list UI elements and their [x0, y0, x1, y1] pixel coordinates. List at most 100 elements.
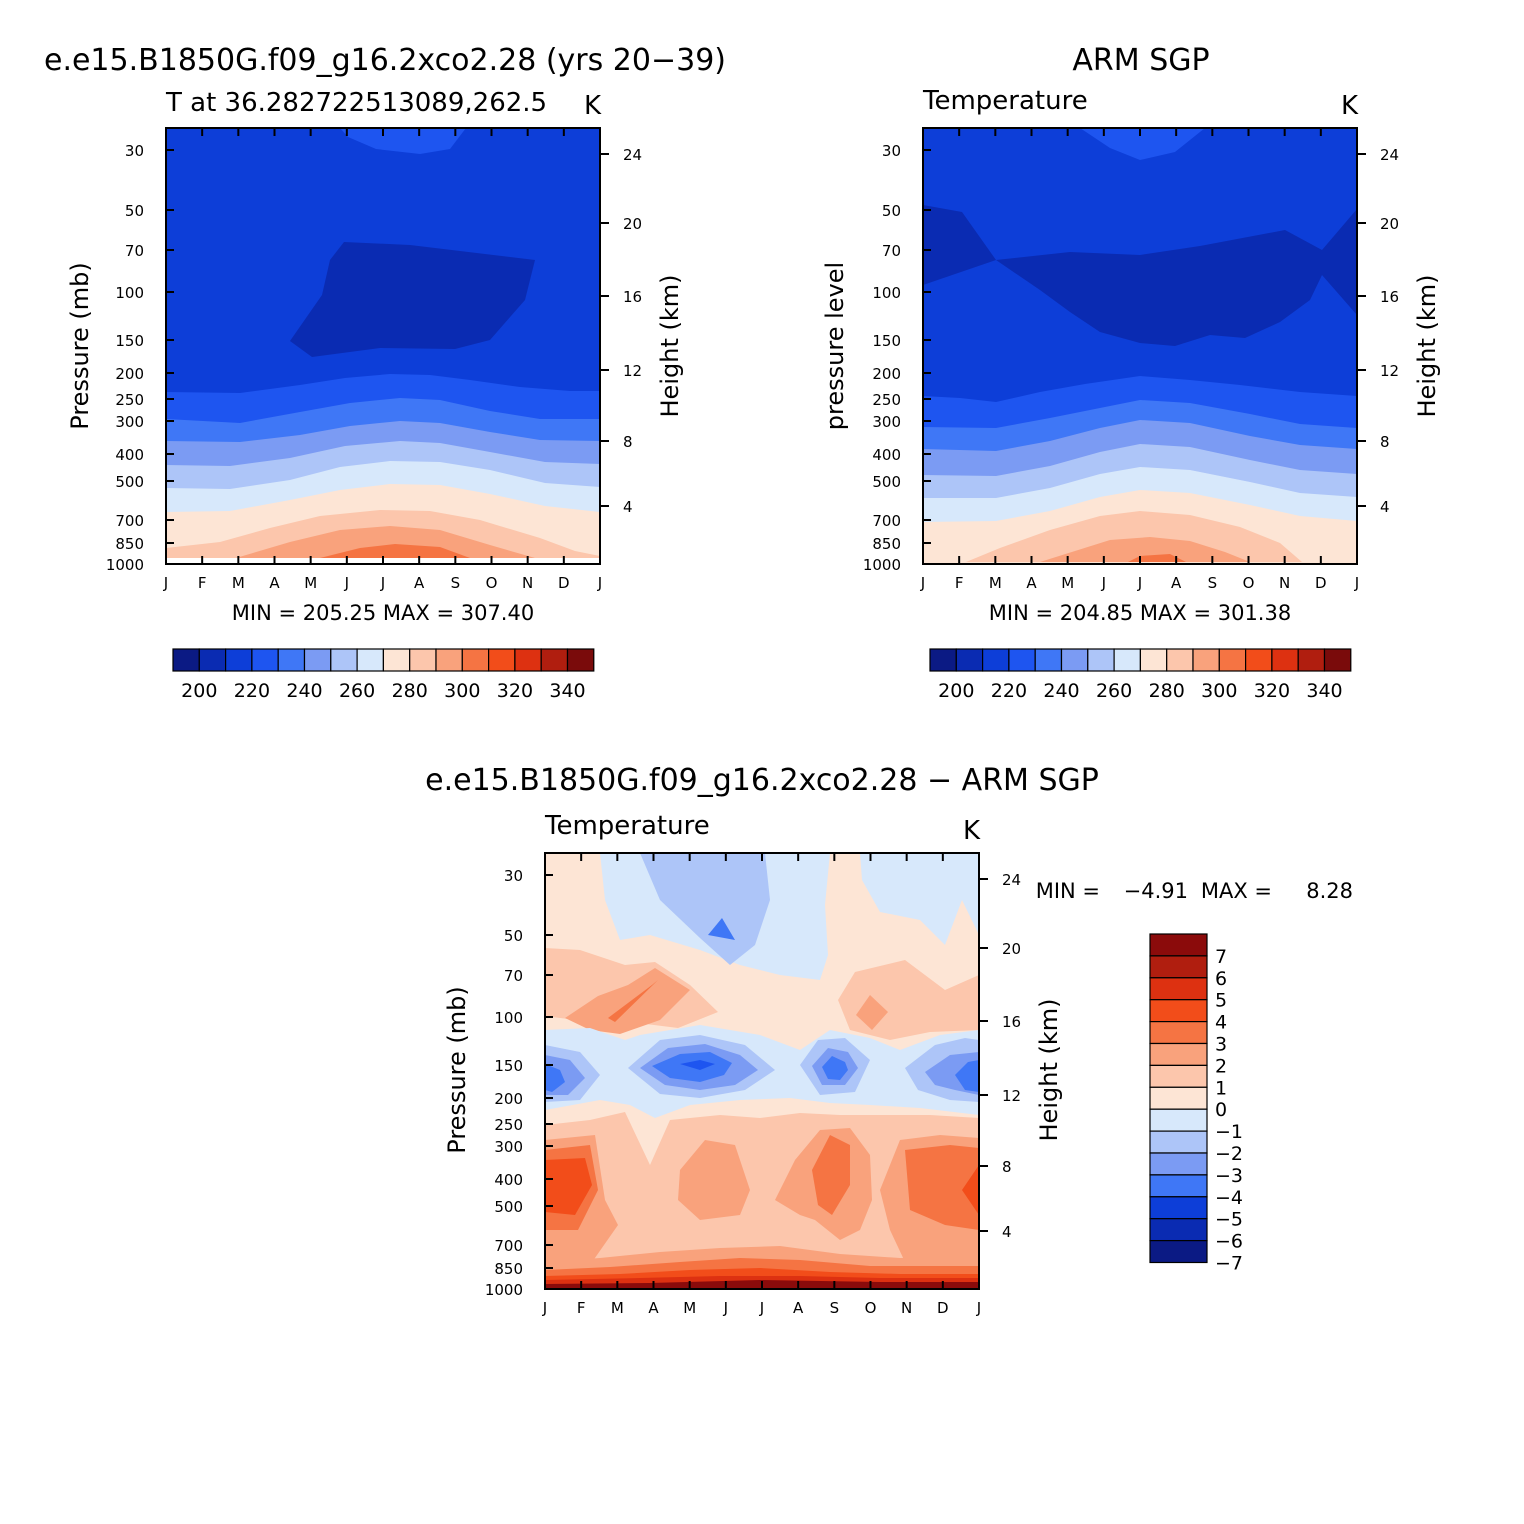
diff-max-value: 8.28: [1306, 879, 1353, 903]
colorbar-label: −7: [1215, 1253, 1243, 1275]
colorbar-swatch: [1323, 648, 1352, 672]
colorbar-swatch: [461, 648, 490, 672]
x-tick-label: D: [1315, 574, 1327, 592]
y-tick-label: 850: [115, 535, 144, 553]
x-tick-label: O: [865, 1299, 877, 1317]
x-tick-label: S: [451, 574, 461, 592]
diff-band-neg4-neg3-right2: [955, 1060, 979, 1092]
x-tick-label: A: [648, 1299, 659, 1317]
x-tick-label: N: [901, 1299, 912, 1317]
colorbar-swatch: [1060, 648, 1089, 672]
colorbar-label: −3: [1215, 1165, 1243, 1187]
diff-min-label: MIN =: [1036, 879, 1100, 903]
y-tick-label: 100: [494, 1009, 523, 1027]
y2-tick-label: 16: [623, 288, 642, 306]
obs-band-290: [1040, 537, 1250, 562]
y-tick-label: 200: [494, 1090, 523, 1108]
y-tick-label: 30: [125, 142, 144, 160]
colorbar-label: 200: [938, 680, 974, 702]
model-band-200: [290, 242, 535, 357]
y2-tick-label: 20: [1380, 215, 1399, 233]
y-tick-label: 300: [494, 1138, 523, 1156]
panel-diff-units: K: [963, 816, 981, 846]
y-tick-label: 150: [494, 1057, 523, 1075]
x-tick-label: A: [269, 574, 280, 592]
y2-tick-label: 24: [1380, 146, 1399, 164]
y-tick-label: 500: [115, 473, 144, 491]
colorbar-swatch: [1149, 1086, 1208, 1110]
y2-tick-label: 12: [1380, 362, 1399, 380]
x-tick-label: N: [1279, 574, 1290, 592]
y2-tick-label: 16: [1380, 288, 1399, 306]
diff-band-2-3-left: [565, 968, 690, 1034]
y-tick-label: 250: [115, 391, 144, 409]
diff-band-3-4-right: [905, 1145, 979, 1230]
diff-band-4-5-lowleft: [545, 1158, 592, 1215]
y2-tick-label: 4: [1002, 1223, 1012, 1241]
colorbar-label: 200: [181, 680, 217, 702]
model-contour-fill: [166, 128, 600, 564]
model-band-290: [236, 526, 535, 558]
y-tick-label: 1000: [106, 556, 144, 574]
diff-band-neg4-neg3-right1: [822, 1056, 848, 1080]
y-tick-label: 500: [872, 473, 901, 491]
colorbar-label: 2: [1215, 1055, 1227, 1077]
obs-band-300: [1128, 554, 1186, 562]
colorbar-swatch: [1113, 648, 1141, 672]
colorbar-label: −4: [1215, 1187, 1243, 1209]
colorbar-swatch: [1149, 955, 1208, 979]
panel-obs: ARM SGP Temperature K J F M A M J J A S O N D J 30 50 7…: [821, 43, 1441, 702]
colorbar-swatch: [1149, 1042, 1208, 1066]
x-tick-label: M: [304, 574, 317, 592]
y-tick-label: 50: [882, 202, 901, 220]
colorbar-swatch: [382, 648, 411, 672]
colorbar-swatch: [1192, 648, 1220, 672]
colorbar-swatch: [1149, 1064, 1208, 1088]
y-tick-label: 1000: [863, 556, 901, 574]
colorbar-swatch: [1034, 648, 1063, 672]
colorbar-swatch: [514, 648, 542, 672]
x-tick-label: J: [380, 574, 385, 592]
x-tick-label: J: [976, 1299, 981, 1317]
colorbar-label: −2: [1215, 1143, 1243, 1165]
colorbar-label: 320: [497, 680, 533, 702]
colorbar-swatch: [1149, 1108, 1208, 1132]
panel-model-subtitle: T at 36.282722513089,262.5: [165, 88, 547, 118]
x-tick-label: J: [597, 574, 602, 592]
obs-band-280: [966, 511, 1302, 562]
y-tick-label: 30: [504, 867, 523, 885]
colorbar-label: 240: [1043, 680, 1079, 702]
model-band-300: [320, 544, 470, 558]
diff-max-label: MAX =: [1201, 879, 1272, 903]
y2-tick-label: 24: [1002, 871, 1021, 889]
colorbar-swatch: [1149, 1174, 1208, 1198]
x-tick-label: A: [1026, 574, 1037, 592]
x-tick-label: J: [542, 1299, 547, 1317]
diff-band-2-3-lowmid: [678, 1140, 750, 1220]
panel-diff-title: e.e15.B1850G.f09_g16.2xco2.28 − ARM SGP: [425, 763, 1099, 798]
y-tick-label: 150: [115, 332, 144, 350]
y-tick-label: 300: [872, 413, 901, 431]
diff-y-axis-label: Pressure (mb): [443, 986, 471, 1153]
colorbar-label: 340: [549, 680, 585, 702]
colorbar-swatch: [1149, 933, 1208, 957]
panel-obs-subtitle: Temperature: [922, 86, 1088, 116]
colorbar-label: 300: [1201, 680, 1237, 702]
y-tick-label: 70: [504, 967, 523, 985]
diff-contour-fill: [545, 853, 979, 1289]
y2-tick-label: 4: [1380, 498, 1390, 516]
colorbar-swatch: [1149, 1130, 1208, 1154]
colorbar-swatch: [488, 648, 516, 672]
model-min-max: MIN = 205.25 MAX = 307.40: [232, 601, 534, 625]
y-tick-label: 100: [115, 284, 144, 302]
panel-model-title: e.e15.B1850G.f09_g16.2xco2.28 (yrs 20−39…: [44, 43, 726, 78]
y2-tick-label: 20: [1002, 940, 1021, 958]
colorbar-swatch: [1008, 648, 1036, 672]
obs-axes: J F M A M J J A S O N D J 30 50 70 100 150 200 250 300 400 500…: [863, 128, 1399, 592]
x-tick-label: J: [920, 574, 925, 592]
colorbar-swatch: [540, 648, 569, 672]
colorbar-swatch: [277, 648, 306, 672]
y-tick-label: 150: [872, 332, 901, 350]
colorbar-label: 260: [1096, 680, 1132, 702]
model-y-axis-label: Pressure (mb): [66, 262, 94, 429]
